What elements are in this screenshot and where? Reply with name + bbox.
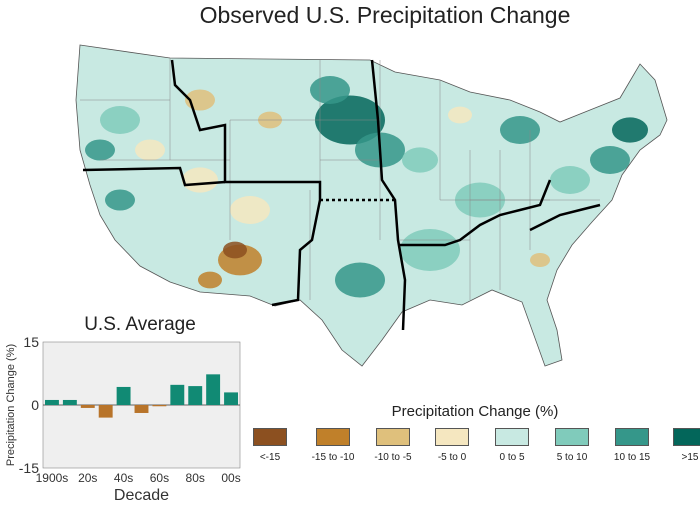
shading-patch xyxy=(310,76,350,104)
shading-patch xyxy=(612,117,648,143)
shading-patch xyxy=(402,147,438,173)
y-tick-label: 15 xyxy=(23,334,39,350)
legend-label: -5 to 0 xyxy=(437,452,467,463)
shading-patch xyxy=(198,271,222,289)
bar-1940s xyxy=(116,386,131,405)
legend-swatch xyxy=(253,428,287,446)
legend-label: -15 to -10 xyxy=(311,452,355,463)
legend-item: 10 to 15 xyxy=(602,428,662,463)
y-tick-label: -15 xyxy=(19,460,39,476)
y-axis-label: Precipitation Change (%) xyxy=(5,344,17,466)
legend-item: 5 to 10 xyxy=(542,428,602,463)
legend-swatch xyxy=(673,428,700,446)
legend-swatch xyxy=(615,428,649,446)
shading-patch xyxy=(223,241,247,259)
bar-1920s xyxy=(80,405,95,408)
legend-label: <-15 xyxy=(259,452,281,463)
legend-item: <-15 xyxy=(240,428,300,463)
bar-1910s xyxy=(62,399,77,405)
shading-patch xyxy=(105,189,135,211)
shading-patch xyxy=(500,116,540,144)
bar-2000s xyxy=(224,392,238,405)
legend-swatch xyxy=(495,428,529,446)
shading-patch xyxy=(400,229,460,271)
legend-item: -15 to -10 xyxy=(303,428,363,463)
shading-patch xyxy=(280,316,320,344)
shading-patch xyxy=(135,139,165,161)
bar-1990s xyxy=(206,374,221,405)
legend-item: -10 to -5 xyxy=(363,428,423,463)
legend-label: 0 to 5 xyxy=(499,452,525,463)
shading-patch xyxy=(530,253,550,267)
legend-title: Precipitation Change (%) xyxy=(391,403,559,420)
x-axis-label: Decade xyxy=(114,487,169,504)
map-title: Observed U.S. Precipitation Change xyxy=(199,2,571,28)
legend-swatch xyxy=(435,428,469,446)
x-tick-label: 20s xyxy=(78,471,97,485)
legend-swatch xyxy=(316,428,350,446)
shading-patch xyxy=(448,106,472,124)
y-tick-label: 0 xyxy=(31,397,39,413)
x-tick-label: 00s xyxy=(221,471,240,485)
us-average-inset: U.S. Average 15 0 -15 1900s 20s 40s 60s 80s 00s D… xyxy=(0,312,250,508)
shading-patch xyxy=(182,167,218,193)
legend-swatch xyxy=(376,428,410,446)
legend-label: -10 to -5 xyxy=(374,452,412,463)
legend-item: -5 to 0 xyxy=(422,428,482,463)
bar-1950s xyxy=(134,405,149,413)
shading-patch xyxy=(100,106,140,134)
shading-patch xyxy=(85,139,115,161)
x-tick-label: 80s xyxy=(186,471,205,485)
region-boundaries xyxy=(82,59,601,331)
x-tick-label: 1900s xyxy=(36,471,69,485)
bar-1970s xyxy=(170,384,185,405)
shading-patch xyxy=(335,262,385,298)
bar-1900s xyxy=(45,399,59,405)
bar-1960s xyxy=(152,405,167,407)
x-tick-label: 60s xyxy=(150,471,169,485)
shading-patch xyxy=(548,291,572,309)
legend-swatch xyxy=(555,428,589,446)
shading-patch xyxy=(550,166,590,194)
shading-patch xyxy=(590,146,630,174)
x-tick-label: 40s xyxy=(114,471,133,485)
inset-title: U.S. Average xyxy=(84,314,196,335)
legend-label: 5 to 10 xyxy=(556,452,588,463)
legend-item: >15 xyxy=(660,428,700,463)
legend-item: 0 to 5 xyxy=(482,428,542,463)
legend-label: 10 to 15 xyxy=(613,452,651,463)
shading-patch xyxy=(230,196,270,224)
bar-1930s xyxy=(98,405,113,418)
bar-1980s xyxy=(188,386,203,405)
legend-label: >15 xyxy=(681,452,699,463)
